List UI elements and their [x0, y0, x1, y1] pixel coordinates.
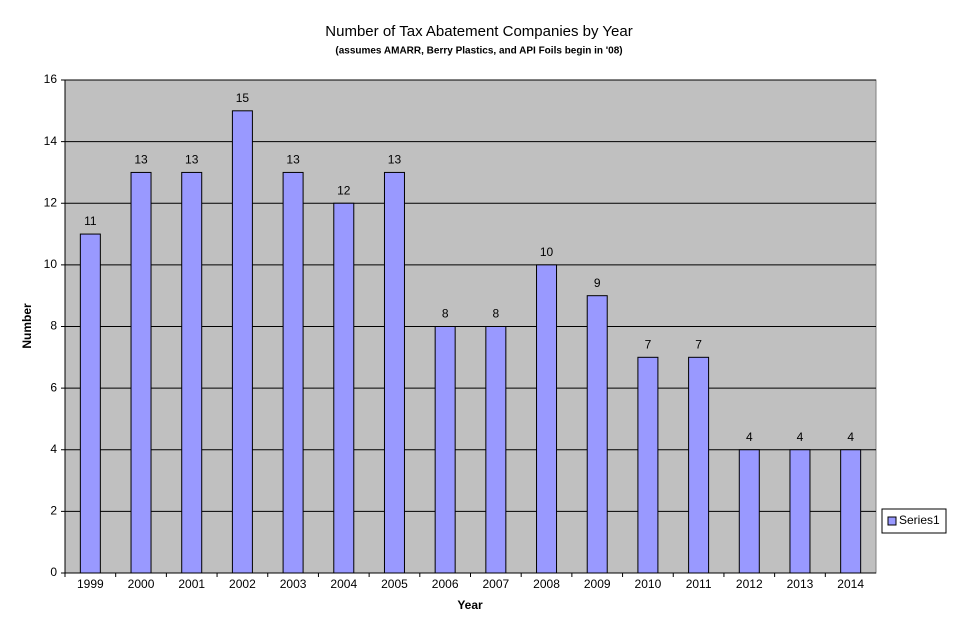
bar: [738, 449, 760, 574]
data-label: 12: [337, 183, 351, 197]
data-label: 7: [695, 337, 702, 351]
bar: [231, 110, 253, 574]
x-tick-label: 2006: [432, 577, 459, 591]
x-tick-label: 2002: [229, 577, 256, 591]
x-tick-label: 2004: [330, 577, 357, 591]
x-tick-label: 2001: [178, 577, 205, 591]
y-tick-label: 12: [44, 195, 58, 209]
x-axis-label: Year: [457, 598, 483, 612]
x-tick-label: 2010: [635, 577, 662, 591]
chart-subtitle: (assumes AMARR, Berry Plastics, and API …: [335, 46, 622, 57]
bar: [536, 264, 558, 574]
x-tick-label: 2012: [736, 577, 763, 591]
x-tick-label: 2011: [686, 577, 712, 591]
x-tick-label: 2013: [787, 577, 814, 591]
y-tick-label: 6: [50, 380, 57, 394]
x-tick-label: 2003: [280, 577, 307, 591]
data-label: 9: [594, 276, 601, 290]
bar: [789, 449, 811, 574]
bar: [282, 171, 304, 574]
y-tick-label: 16: [44, 72, 58, 86]
y-tick-label: 4: [50, 442, 57, 456]
data-label: 11: [84, 214, 97, 228]
data-label: 8: [442, 307, 449, 321]
data-label: 4: [847, 430, 854, 444]
x-tick-label: 2008: [533, 577, 560, 591]
legend-swatch: [887, 516, 897, 526]
x-tick-label: 2009: [584, 577, 611, 591]
data-label: 15: [236, 91, 250, 105]
data-label: 10: [540, 245, 554, 259]
data-label: 4: [797, 430, 804, 444]
bar: [586, 295, 608, 574]
x-tick-label: 1999: [77, 577, 104, 591]
data-label: 13: [286, 153, 300, 167]
data-label: 13: [185, 153, 199, 167]
bar: [840, 449, 862, 574]
data-label: 13: [388, 153, 402, 167]
chart-title: Number of Tax Abatement Companies by Yea…: [325, 23, 632, 40]
bar: [688, 356, 710, 574]
data-label: 13: [134, 153, 148, 167]
x-tick-label: 2005: [381, 577, 408, 591]
data-label: 8: [493, 307, 500, 321]
x-tick-label: 2007: [482, 577, 509, 591]
x-tick-label: 2014: [837, 577, 864, 591]
bar: [333, 202, 355, 574]
y-tick-label: 8: [50, 319, 57, 333]
data-label: 7: [645, 337, 652, 351]
bar: [485, 326, 507, 574]
y-tick-label: 14: [44, 134, 58, 148]
bar: [637, 356, 659, 574]
bar: [383, 171, 405, 574]
bar: [181, 171, 203, 574]
y-tick-label: 10: [44, 257, 58, 271]
bar: [79, 233, 101, 574]
legend-label: Series1: [899, 513, 940, 527]
y-tick-label: 2: [50, 504, 57, 518]
y-tick-label: 0: [50, 565, 57, 579]
data-label: 4: [746, 430, 753, 444]
x-tick-label: 2000: [128, 577, 155, 591]
y-axis-label: Number: [20, 303, 34, 349]
bar: [130, 171, 152, 574]
bar: [434, 326, 456, 574]
